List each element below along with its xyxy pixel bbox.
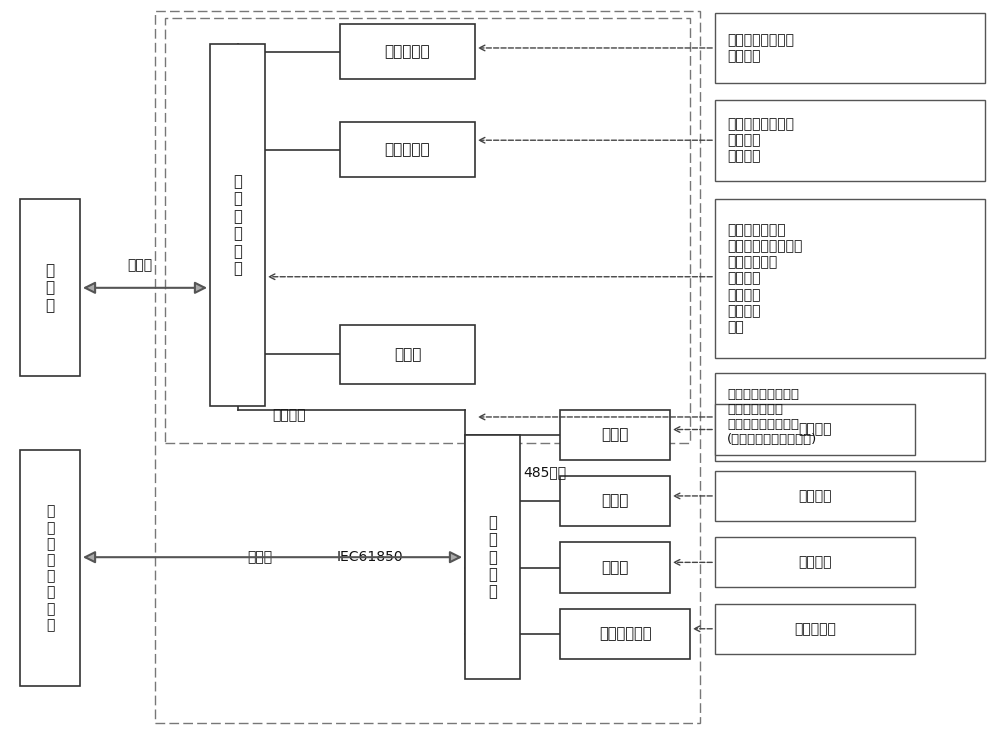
Text: 开入板: 开入板 — [601, 427, 629, 442]
Bar — [715, 199, 985, 358]
Bar — [465, 435, 520, 679]
Bar — [715, 404, 915, 455]
Bar — [210, 44, 265, 406]
Text: 模拟编码板: 模拟编码板 — [385, 142, 430, 157]
Text: 转
发
服
务
器
板: 转 发 服 务 器 板 — [233, 174, 242, 276]
Bar — [560, 542, 670, 593]
Text: 音视频信号采集、
编码压缩
录像存储: 音视频信号采集、 编码压缩 录像存储 — [727, 117, 794, 163]
Text: 客
户
端: 客 户 端 — [45, 263, 55, 313]
Bar — [560, 410, 670, 460]
Text: 开出板: 开出板 — [601, 494, 629, 508]
Text: 数
据
采
集
监
控
后
台: 数 据 采 集 监 控 后 台 — [46, 505, 54, 632]
Bar — [560, 609, 690, 659]
Text: 以太网: 以太网 — [247, 551, 273, 564]
Text: 485总线: 485总线 — [523, 466, 566, 479]
Bar — [155, 11, 700, 723]
Bar — [20, 199, 80, 376]
Text: 智
能
总
控
板: 智 能 总 控 板 — [488, 515, 497, 599]
Bar — [715, 100, 985, 181]
Text: 实时音视频浏览
实时音视频参数调节
历史告警查询
录像回放
日志控制
时间同步
鉴权: 实时音视频浏览 实时音视频参数调节 历史告警查询 录像回放 日志控制 时间同步 … — [727, 223, 802, 334]
Text: 实时视频的本地预览
设备参数的配置
设备状态的实时显示
(开入、开出、模拟量等): 实时视频的本地预览 设备参数的配置 设备状态的实时显示 (开入、开出、模拟量等) — [727, 388, 817, 446]
Bar — [715, 471, 915, 521]
Text: 模拟量采集: 模拟量采集 — [794, 622, 836, 635]
Bar — [715, 537, 915, 587]
Text: 串口板: 串口板 — [601, 560, 629, 575]
Bar — [715, 373, 985, 461]
Text: 云镜控制: 云镜控制 — [798, 556, 832, 569]
Text: 告警输入: 告警输入 — [798, 423, 832, 436]
Text: 联动输出: 联动输出 — [798, 489, 832, 503]
Bar — [340, 122, 475, 177]
Text: 模拟量采集板: 模拟量采集板 — [599, 627, 651, 641]
Text: 以太网: 以太网 — [127, 259, 153, 272]
Text: 数字编码板: 数字编码板 — [385, 44, 430, 59]
Text: 音视频信号采集、
录像存储: 音视频信号采集、 录像存储 — [727, 33, 794, 63]
Bar — [560, 476, 670, 526]
Text: 显示板: 显示板 — [394, 347, 421, 362]
Bar — [340, 24, 475, 79]
Text: 网络总线: 网络总线 — [272, 409, 306, 422]
Bar — [20, 450, 80, 686]
Bar — [715, 604, 915, 654]
Text: IEC61850: IEC61850 — [337, 551, 403, 564]
Bar — [340, 325, 475, 384]
Bar — [715, 13, 985, 83]
Bar — [165, 18, 690, 443]
